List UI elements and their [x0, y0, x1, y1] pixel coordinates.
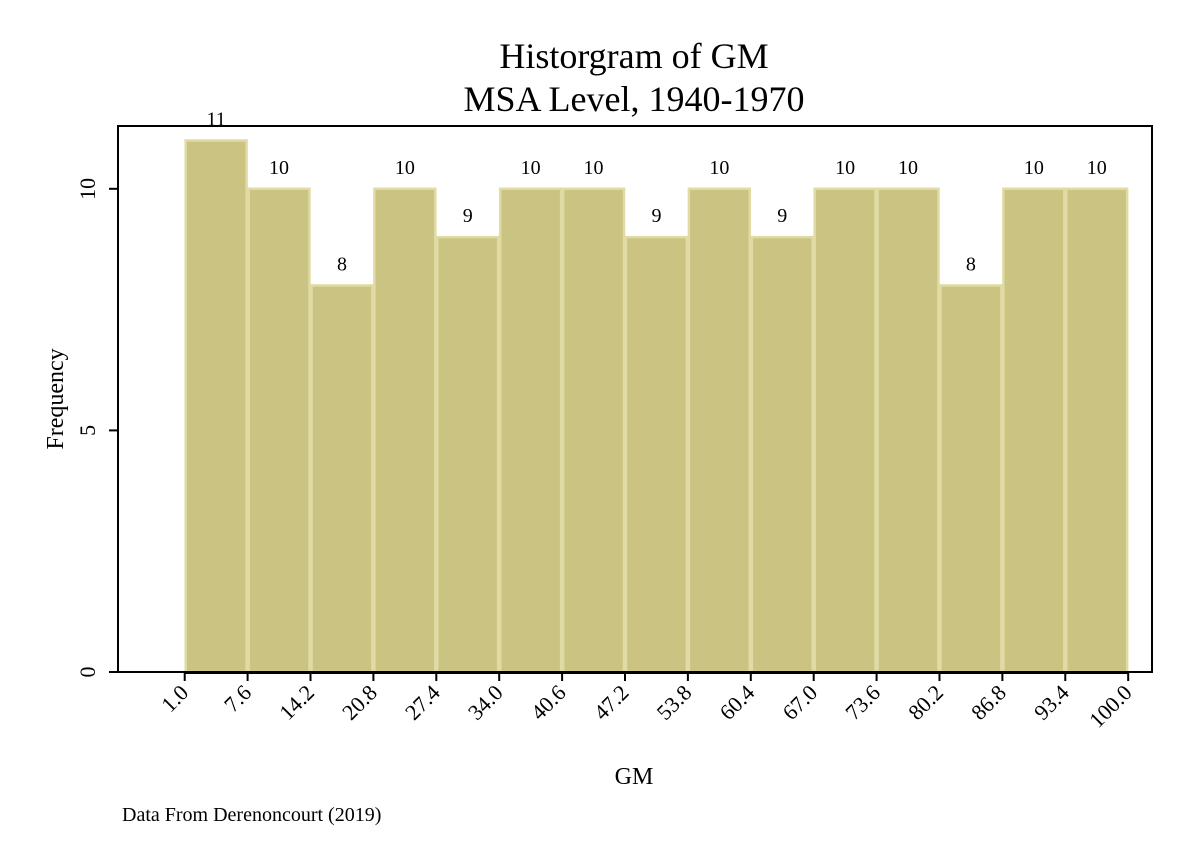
bar-value-label: 10	[1087, 157, 1107, 179]
histogram-bar	[813, 187, 877, 674]
bar-value-label: 10	[1024, 157, 1044, 179]
histogram-bar	[1002, 187, 1066, 674]
histogram-bar	[561, 187, 626, 674]
bar-value-label: 10	[898, 157, 918, 179]
histogram-bar	[1065, 187, 1129, 674]
bar-value-label: 8	[966, 253, 976, 275]
histogram-bar	[624, 235, 689, 674]
bar-value-label: 9	[777, 205, 787, 227]
x-tick-label: 20.8	[337, 680, 382, 725]
x-tick-label: 14.2	[274, 680, 319, 725]
x-tick-label: 53.8	[652, 680, 697, 725]
bar-value-label: 10	[395, 157, 415, 179]
histogram-bar	[876, 187, 940, 674]
x-tick-label: 7.6	[219, 680, 256, 717]
x-tick-label: 67.0	[777, 680, 822, 725]
x-tick-label: 73.6	[840, 680, 885, 725]
y-axis: 0 5 10	[75, 178, 118, 678]
histogram-bar	[310, 284, 374, 674]
bar-value-label: 10	[269, 157, 289, 179]
bar-labels-layer: 11 10 8 10 9 10 10 9 10 9 10 10 8 10 10	[207, 108, 1107, 275]
bar-value-label: 10	[709, 157, 729, 179]
x-tick-label: 27.4	[400, 680, 445, 725]
bar-value-label: 11	[207, 108, 226, 130]
histogram-bar	[373, 187, 437, 674]
bar-value-label: 10	[521, 157, 541, 179]
chart-title: Historgram of GM	[499, 36, 768, 76]
histogram-bar	[436, 235, 500, 674]
x-tick-label: 93.4	[1029, 680, 1074, 725]
x-tick-label: 86.8	[966, 680, 1011, 725]
x-tick-label: 40.6	[526, 680, 571, 725]
histogram-bar	[750, 235, 814, 674]
histogram-bar	[247, 187, 311, 674]
bar-value-label: 9	[463, 205, 473, 227]
histogram-bar	[498, 187, 563, 674]
y-tick-label: 0	[75, 667, 100, 678]
x-tick-label: 60.4	[714, 680, 759, 725]
histogram-bar	[939, 284, 1003, 674]
x-axis-title: GM	[615, 764, 654, 790]
bar-value-label: 10	[584, 157, 604, 179]
y-tick-label: 5	[75, 425, 100, 436]
source-note: Data From Derenoncourt (2019)	[122, 804, 381, 826]
bar-value-label: 9	[651, 205, 661, 227]
x-tick-label: 34.0	[463, 680, 508, 725]
bars-layer	[184, 139, 1129, 674]
x-tick-label: 80.2	[903, 680, 948, 725]
chart-subtitle: MSA Level, 1940-1970	[464, 79, 805, 119]
x-tick-label: 1.0	[156, 680, 193, 717]
bar-value-label: 8	[337, 253, 347, 275]
histogram-bar	[184, 139, 248, 674]
y-tick-label: 10	[75, 178, 100, 200]
bar-value-label: 10	[835, 157, 855, 179]
histogram-bar	[687, 187, 752, 674]
x-tick-label: 47.2	[589, 680, 634, 725]
x-axis: 1.0 7.6 14.2 20.8 27.4 34.0 40.6 47.2 53.8 60.4 67…	[156, 672, 1137, 733]
x-tick-label: 100.0	[1084, 680, 1137, 733]
y-axis-title: Frequency	[43, 348, 69, 449]
